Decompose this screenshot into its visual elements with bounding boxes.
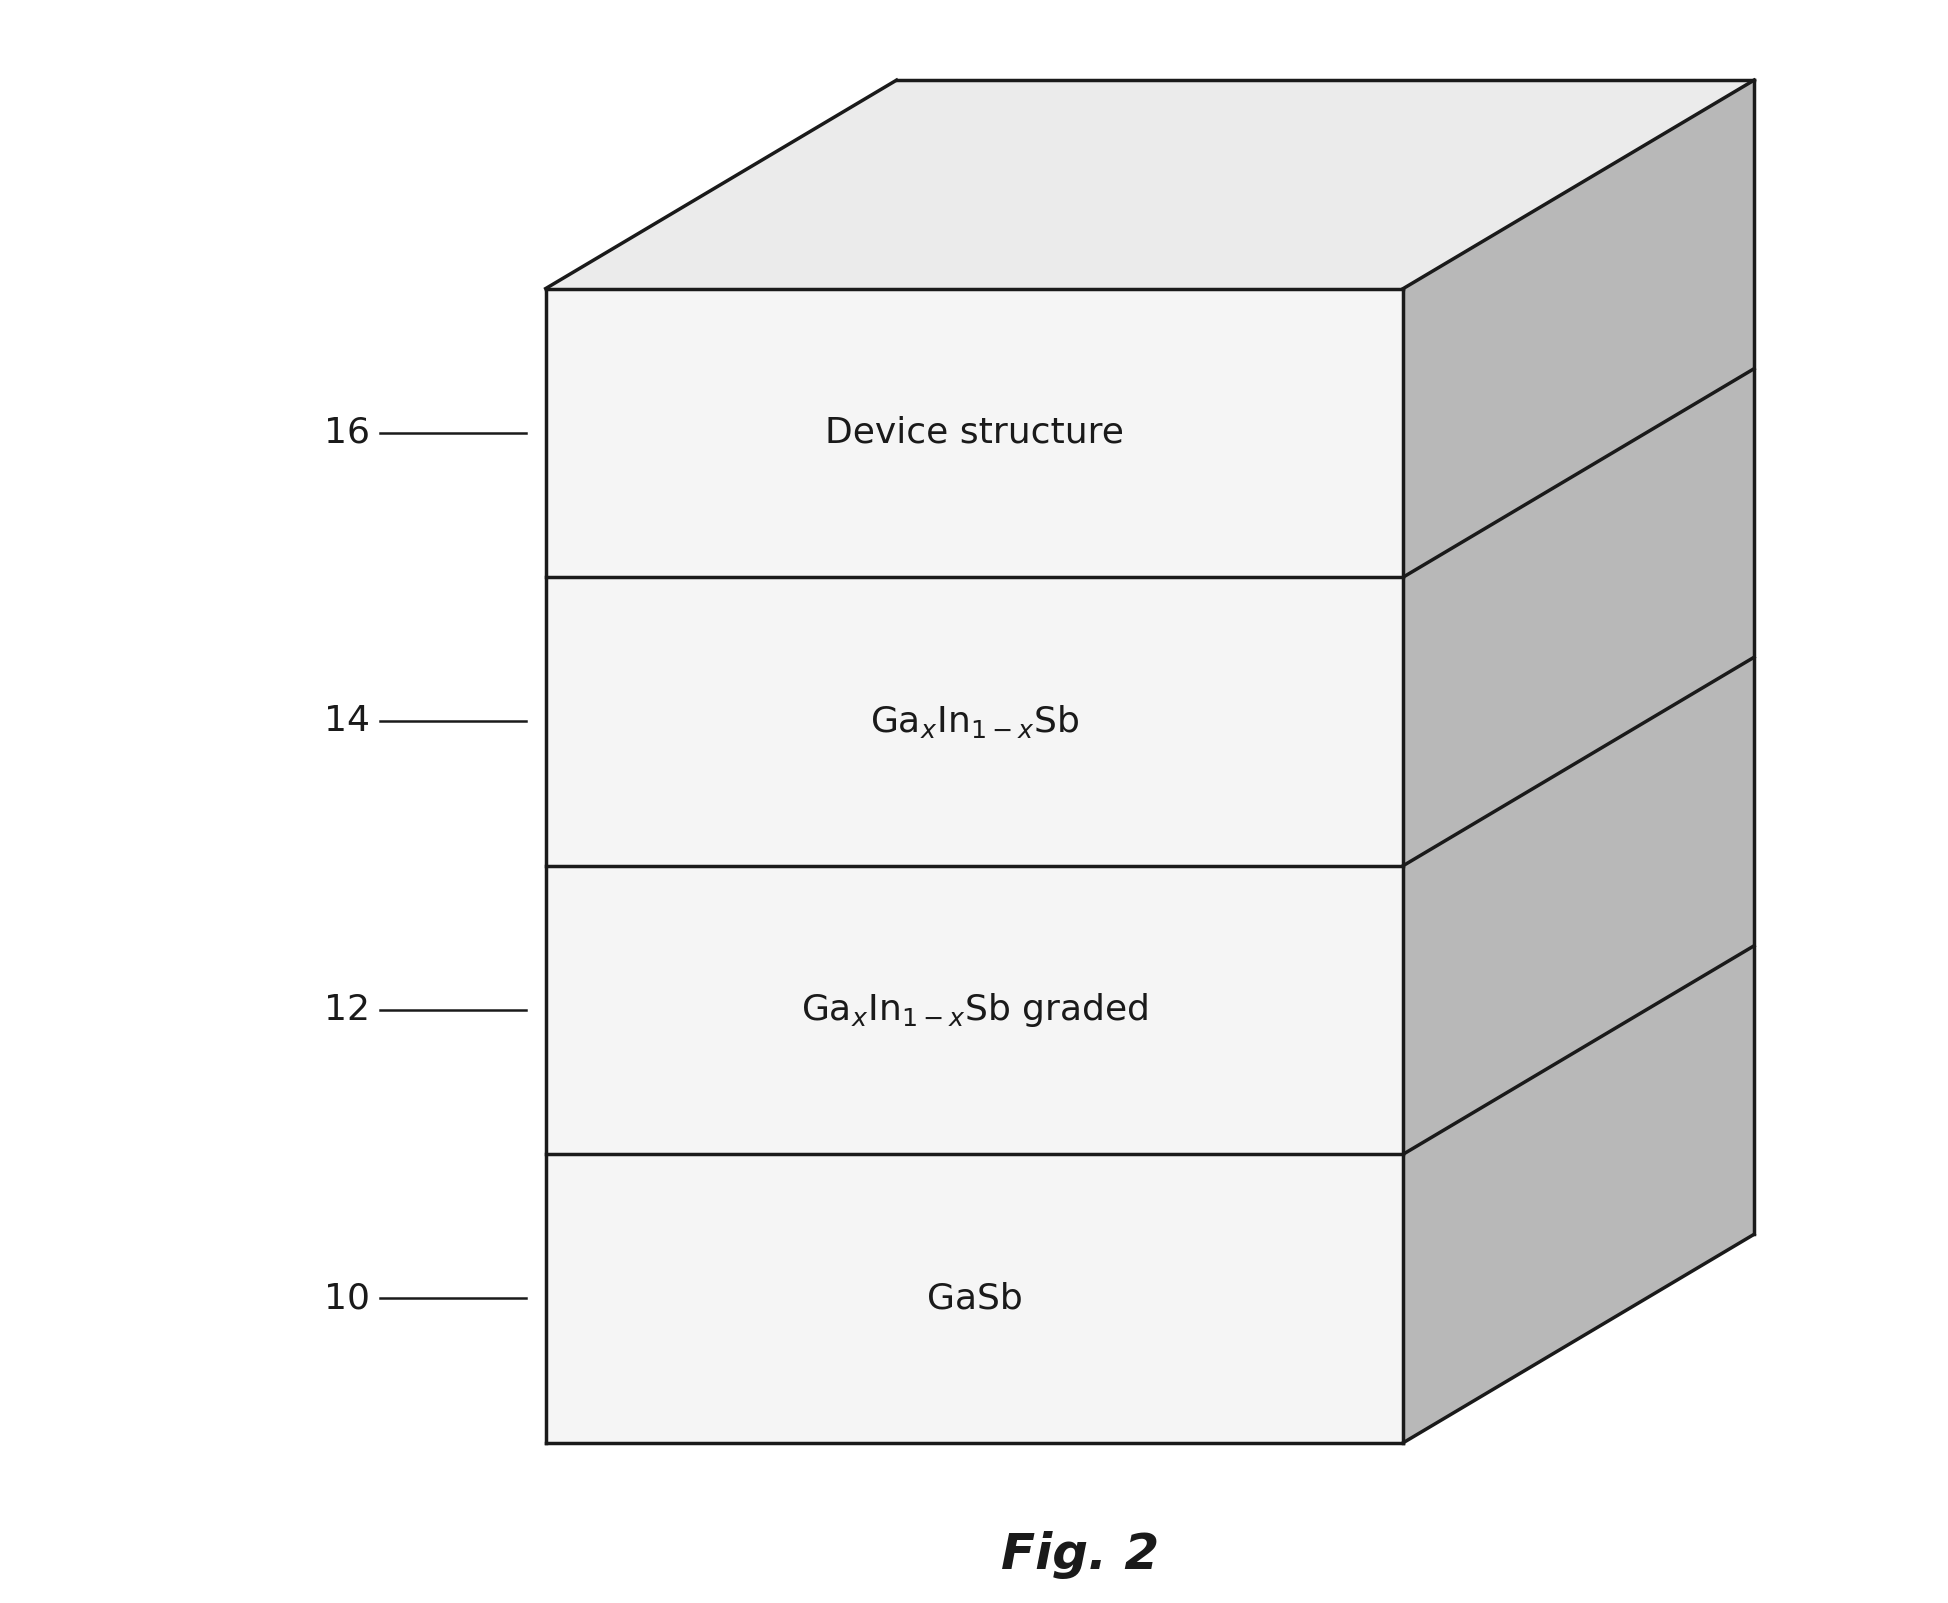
Text: 14: 14 bbox=[323, 704, 370, 739]
Text: Device structure: Device structure bbox=[824, 415, 1124, 450]
Text: 16: 16 bbox=[323, 415, 370, 450]
Polygon shape bbox=[545, 1154, 1403, 1443]
Polygon shape bbox=[545, 577, 1403, 866]
Text: Fig. 2: Fig. 2 bbox=[999, 1531, 1159, 1579]
Text: GaSb: GaSb bbox=[925, 1281, 1023, 1316]
Text: Ga$_x$In$_{1-x}$Sb graded: Ga$_x$In$_{1-x}$Sb graded bbox=[801, 991, 1147, 1029]
Text: 12: 12 bbox=[323, 992, 370, 1028]
Polygon shape bbox=[1403, 369, 1753, 866]
Polygon shape bbox=[545, 289, 1403, 577]
Polygon shape bbox=[545, 866, 1403, 1154]
Polygon shape bbox=[1403, 946, 1753, 1443]
Text: 10: 10 bbox=[323, 1281, 370, 1316]
Text: Ga$_x$In$_{1-x}$Sb: Ga$_x$In$_{1-x}$Sb bbox=[869, 702, 1079, 741]
Polygon shape bbox=[1403, 80, 1753, 577]
Polygon shape bbox=[545, 80, 1753, 289]
Polygon shape bbox=[1403, 657, 1753, 1154]
